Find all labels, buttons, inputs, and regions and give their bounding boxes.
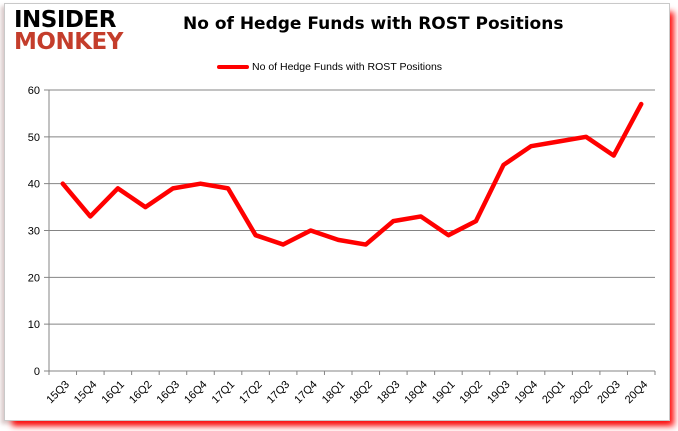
x-axis-label: 17Q1	[210, 379, 238, 407]
insider-monkey-logo: INSIDER MONKEY	[14, 7, 123, 55]
x-axis-label: 20Q3	[595, 379, 623, 407]
x-axis-label: 20Q2	[568, 379, 596, 407]
x-axis-label: 16Q4	[182, 379, 210, 407]
x-axis-label: 16Q2	[127, 379, 155, 407]
x-axis-label: 15Q3	[44, 379, 72, 407]
series-line	[60, 101, 644, 247]
y-axis-label: 20	[28, 272, 40, 284]
chart-title: No of Hedge Funds with ROST Positions	[183, 14, 564, 34]
x-axis-label: 18Q4	[402, 379, 430, 407]
y-axis-label: 0	[34, 366, 40, 378]
x-axis-label: 17Q2	[237, 379, 265, 407]
y-axis-label: 30	[28, 226, 40, 238]
x-axis-label: 18Q1	[320, 379, 348, 407]
y-axis-label: 60	[28, 85, 40, 97]
x-axis-label: 16Q1	[99, 379, 127, 407]
x-axis-label: 19Q4	[513, 379, 541, 407]
legend: No of Hedge Funds with ROST Positions	[217, 61, 442, 73]
logo-line-monkey: MONKEY	[14, 28, 123, 55]
chart-panel: INSIDER MONKEY No of Hedge Funds with RO…	[4, 3, 670, 421]
x-axis-label: 17Q4	[292, 379, 320, 407]
x-axis-label: 20Q4	[623, 379, 651, 407]
x-axis-label: 19Q3	[485, 379, 513, 407]
y-axis-label: 10	[28, 319, 40, 331]
x-axis-label: 16Q3	[155, 379, 183, 407]
x-axis-label: 18Q2	[347, 379, 375, 407]
y-axis-label: 40	[28, 179, 40, 191]
logo-line-insider: INSIDER	[14, 7, 116, 33]
x-axis-label: 17Q3	[265, 379, 293, 407]
x-axis-label: 19Q1	[430, 379, 458, 407]
legend-line-swatch-icon	[217, 65, 249, 69]
x-axis-label: 15Q4	[72, 379, 100, 407]
legend-label: No of Hedge Funds with ROST Positions	[252, 61, 443, 73]
x-axis-label: 20Q1	[540, 379, 568, 407]
x-axis-label: 18Q3	[375, 379, 403, 407]
y-axis-label: 50	[28, 132, 40, 144]
x-axis-label: 19Q2	[458, 379, 486, 407]
